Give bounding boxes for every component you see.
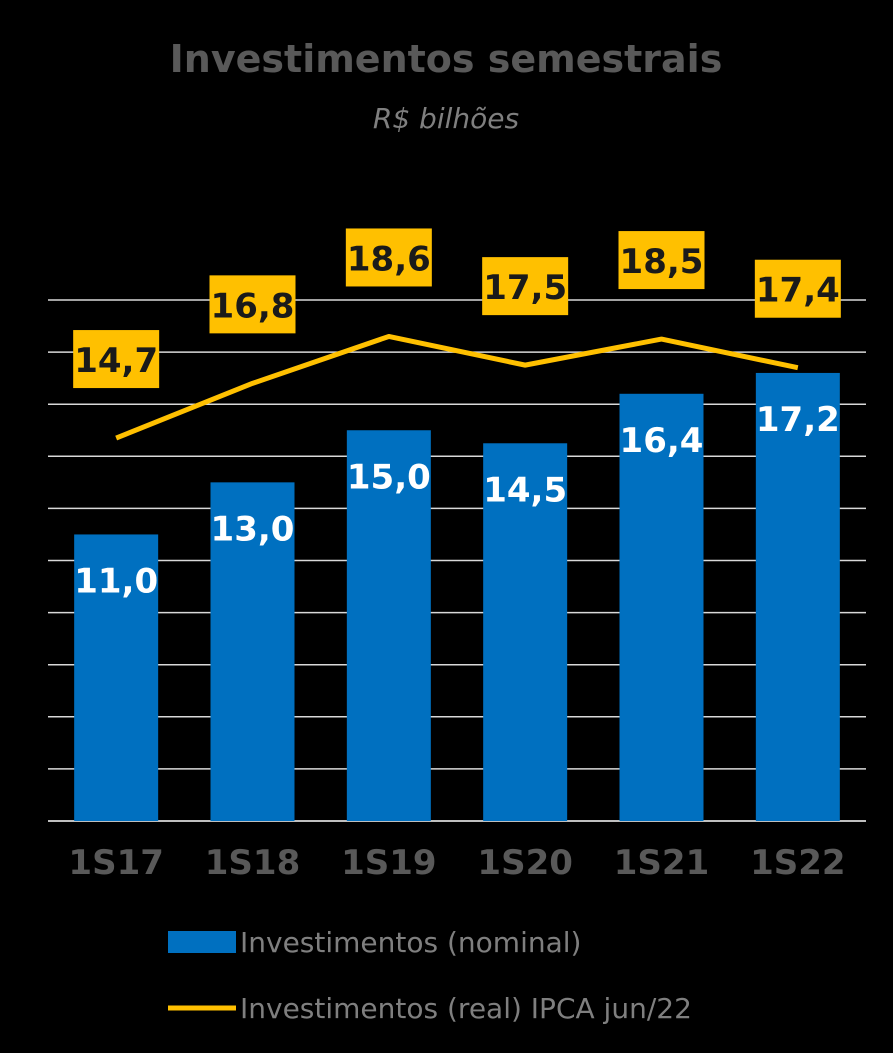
legend-swatch-bar (168, 931, 236, 953)
real-investment-line (115, 333, 799, 441)
bar-1S21 (619, 393, 704, 821)
line-label-box-1S20 (482, 257, 569, 316)
line-label-box-1S21 (618, 231, 705, 290)
line-label-1S22: 17,4 (756, 271, 840, 311)
x-tick-1S22: 1S22 (750, 843, 845, 883)
x-tick-1S17: 1S17 (68, 843, 163, 883)
chart-title: Investimentos semestrais (170, 37, 723, 81)
bar-label-1S20: 14,5 (483, 470, 567, 510)
bar-label-1S19: 15,0 (347, 457, 431, 497)
line-data-labels: 14,7 16,8 18,6 17,5 18,5 17,4 (73, 228, 841, 389)
bar-1S22 (755, 372, 840, 821)
legend-label-real: Investimentos (real) IPCA jun/22 (240, 992, 692, 1025)
line-label-box-1S18 (209, 275, 296, 334)
legend-label-nominal: Investimentos (nominal) (240, 926, 581, 959)
bar-label-1S22: 17,2 (756, 400, 840, 440)
x-tick-1S21: 1S21 (614, 843, 709, 883)
bar-1S19 (346, 430, 431, 821)
bar-label-1S21: 16,4 (620, 421, 704, 461)
line-label-box-1S19 (345, 228, 432, 287)
line-label-1S19: 18,6 (347, 239, 431, 279)
bar-1S20 (483, 443, 568, 821)
gridlines (48, 299, 866, 822)
bar-label-1S17: 11,0 (74, 561, 158, 601)
bar-label-1S18: 13,0 (211, 509, 295, 549)
chart-subtitle: R$ bilhões (373, 102, 519, 135)
bar-1S17 (74, 534, 159, 821)
bar-1S18 (210, 482, 295, 821)
line-series (115, 333, 799, 441)
x-tick-1S18: 1S18 (205, 843, 300, 883)
x-tick-1S20: 1S20 (477, 843, 572, 883)
legend: Investimentos (nominal) Investimentos (r… (168, 926, 692, 1025)
line-label-box-1S22 (754, 259, 841, 318)
bar-data-labels: 11,0 13,0 15,0 14,5 16,4 17,2 (74, 400, 840, 602)
line-label-1S21: 18,5 (620, 242, 704, 282)
line-label-box-1S17 (73, 330, 160, 389)
line-label-1S20: 17,5 (483, 268, 567, 308)
x-axis-ticks: 1S17 1S18 1S19 1S20 1S21 1S22 (68, 843, 845, 883)
bar-series (74, 372, 840, 821)
x-tick-1S19: 1S19 (341, 843, 436, 883)
line-label-1S17: 14,7 (74, 341, 158, 381)
line-label-1S18: 16,8 (211, 286, 295, 326)
